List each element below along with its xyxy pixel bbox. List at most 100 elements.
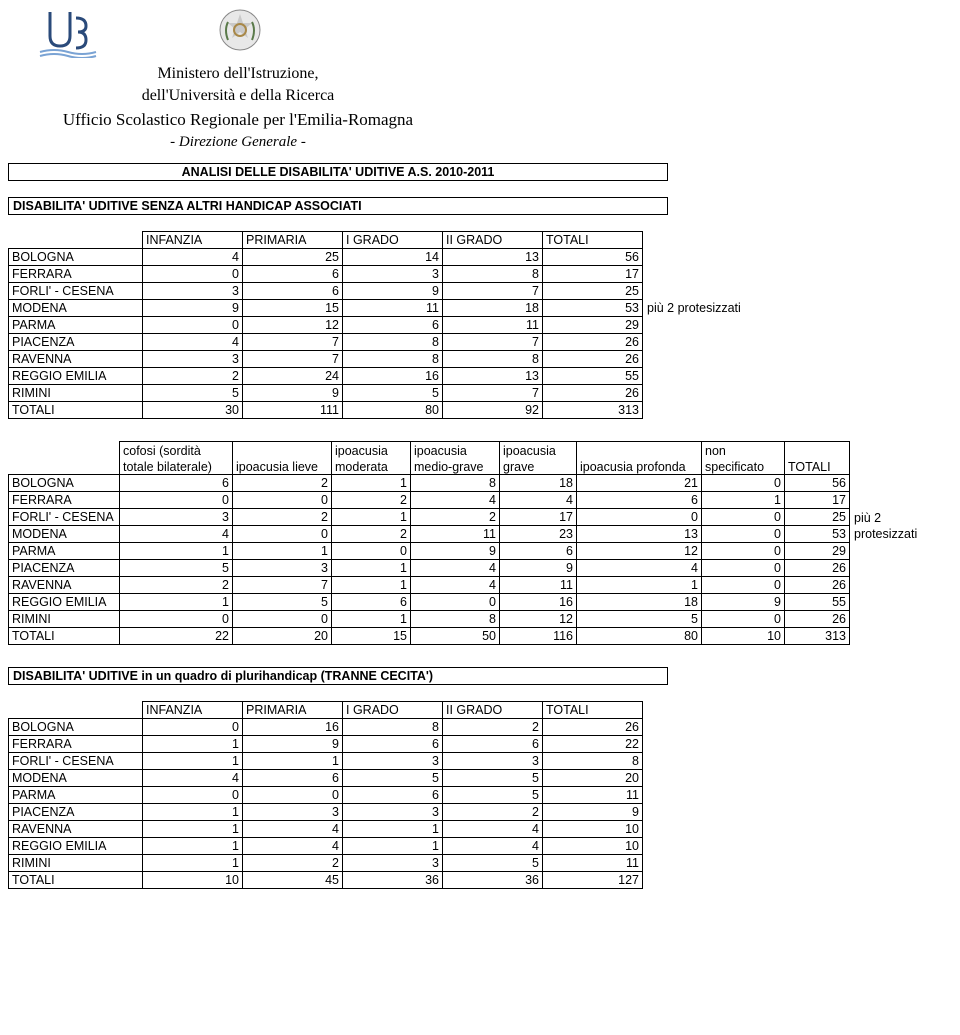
- data-cell: 56: [785, 474, 850, 491]
- data-cell: 6: [443, 735, 543, 752]
- data-cell: 18: [500, 474, 577, 491]
- data-cell: 4: [120, 525, 233, 542]
- data-cell: 0: [120, 610, 233, 627]
- data-cell: 1: [233, 542, 332, 559]
- data-cell: 7: [233, 576, 332, 593]
- data-cell: 6: [332, 593, 411, 610]
- data-cell: 5: [343, 769, 443, 786]
- data-cell: 111: [243, 401, 343, 418]
- data-cell: 17: [500, 508, 577, 525]
- data-cell: 55: [543, 367, 643, 384]
- data-cell: 3: [343, 854, 443, 871]
- column-header-line1: [233, 441, 332, 458]
- data-cell: 313: [785, 627, 850, 644]
- data-cell: 116: [500, 627, 577, 644]
- column-header: TOTALI: [543, 231, 643, 248]
- data-cell: 1: [332, 610, 411, 627]
- data-cell: 4: [411, 491, 500, 508]
- data-cell: 25: [243, 248, 343, 265]
- column-header-line2: moderata: [332, 458, 411, 475]
- data-cell: 26: [785, 610, 850, 627]
- data-cell: 7: [443, 384, 543, 401]
- data-cell: 6: [343, 316, 443, 333]
- row-label: FERRARA: [9, 735, 143, 752]
- data-cell: 1: [120, 542, 233, 559]
- row-label: RIMINI: [9, 610, 120, 627]
- column-header-line2: ipoacusia profonda: [577, 458, 702, 475]
- data-cell: 3: [143, 282, 243, 299]
- data-cell: 0: [143, 718, 243, 735]
- data-cell: 2: [243, 854, 343, 871]
- data-cell: 26: [785, 559, 850, 576]
- data-cell: 80: [343, 401, 443, 418]
- data-cell: 8: [411, 610, 500, 627]
- data-cell: 9: [343, 282, 443, 299]
- data-cell: 1: [332, 508, 411, 525]
- ministry-line-4: - Direzione Generale -: [23, 132, 453, 153]
- data-cell: 0: [411, 593, 500, 610]
- data-cell: 9: [411, 542, 500, 559]
- column-header: INFANZIA: [143, 231, 243, 248]
- column-header: I GRADO: [343, 701, 443, 718]
- data-cell: 6: [343, 786, 443, 803]
- data-cell: 6: [343, 735, 443, 752]
- data-cell: 45: [243, 871, 343, 888]
- data-cell: 8: [343, 333, 443, 350]
- data-cell: 0: [332, 542, 411, 559]
- row-side-note-line2: protesizzati: [850, 525, 921, 542]
- data-cell: 1: [702, 491, 785, 508]
- data-cell: 56: [543, 248, 643, 265]
- row-label: FORLI' - CESENA: [9, 508, 120, 525]
- data-cell: 2: [443, 718, 543, 735]
- data-cell: 26: [543, 350, 643, 367]
- data-cell: 1: [143, 752, 243, 769]
- data-cell: 0: [577, 508, 702, 525]
- row-label: BOLOGNA: [9, 474, 120, 491]
- table-senza-handicap-per-grado: INFANZIAPRIMARIAI GRADOII GRADOTOTALIBOL…: [8, 231, 745, 419]
- row-label: FORLI' - CESENA: [9, 752, 143, 769]
- data-cell: 4: [411, 576, 500, 593]
- row-side-note-line1: più 2: [850, 508, 921, 525]
- data-cell: 12: [577, 542, 702, 559]
- data-cell: 0: [702, 525, 785, 542]
- data-cell: 4: [411, 559, 500, 576]
- row-label: MODENA: [9, 299, 143, 316]
- row-label: MODENA: [9, 525, 120, 542]
- data-cell: 17: [543, 265, 643, 282]
- data-cell: 24: [243, 367, 343, 384]
- data-cell: 0: [702, 559, 785, 576]
- row-label: PIACENZA: [9, 333, 143, 350]
- data-cell: 0: [143, 786, 243, 803]
- ministry-line-2: dell'Università e della Ricerca: [23, 85, 453, 107]
- data-cell: 9: [702, 593, 785, 610]
- data-cell: 8: [411, 474, 500, 491]
- data-cell: 1: [332, 559, 411, 576]
- column-header-line2: medio-grave: [411, 458, 500, 475]
- data-cell: 14: [343, 248, 443, 265]
- row-label: PARMA: [9, 316, 143, 333]
- data-cell: 1: [143, 854, 243, 871]
- header-logos: [8, 8, 952, 61]
- data-cell: 1: [332, 576, 411, 593]
- row-label: BOLOGNA: [9, 248, 143, 265]
- data-cell: 9: [543, 803, 643, 820]
- data-cell: 4: [443, 820, 543, 837]
- data-cell: 3: [443, 752, 543, 769]
- data-cell: 5: [443, 786, 543, 803]
- data-cell: 3: [233, 559, 332, 576]
- data-cell: 6: [243, 769, 343, 786]
- data-cell: 26: [543, 718, 643, 735]
- row-label: MODENA: [9, 769, 143, 786]
- data-cell: 10: [543, 837, 643, 854]
- data-cell: 29: [543, 316, 643, 333]
- data-cell: 3: [343, 752, 443, 769]
- data-cell: 4: [243, 820, 343, 837]
- table-plurihandicap-per-grado: INFANZIAPRIMARIAI GRADOII GRADOTOTALIBOL…: [8, 701, 643, 889]
- data-cell: 20: [233, 627, 332, 644]
- data-cell: 22: [543, 735, 643, 752]
- data-cell: 2: [233, 508, 332, 525]
- column-header: TOTALI: [543, 701, 643, 718]
- data-cell: 9: [243, 384, 343, 401]
- data-cell: 12: [243, 316, 343, 333]
- data-cell: 1: [143, 803, 243, 820]
